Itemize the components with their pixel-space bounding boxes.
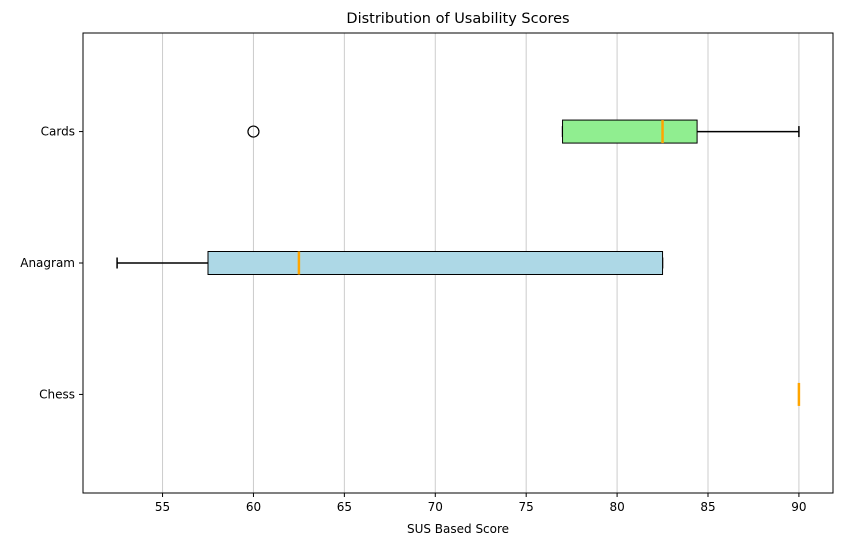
x-tick-label: 75 xyxy=(519,500,534,514)
outlier-point xyxy=(247,125,260,138)
box-iqr xyxy=(562,119,698,144)
y-tick-label: Anagram xyxy=(20,256,75,270)
box-group-cards xyxy=(247,119,800,144)
x-tick-label: 65 xyxy=(337,500,352,514)
y-axis: Chess Anagram Cards xyxy=(20,125,83,401)
x-tick-label: 80 xyxy=(609,500,624,514)
x-tick-label: 85 xyxy=(700,500,715,514)
box-group-anagram xyxy=(116,251,664,275)
x-tick-label: 60 xyxy=(246,500,261,514)
box-iqr xyxy=(207,251,664,275)
x-axis: 55 60 65 70 75 80 85 90 xyxy=(155,493,807,514)
x-axis-label: SUS Based Score xyxy=(407,522,509,536)
y-tick-label: Chess xyxy=(39,387,75,401)
x-tick-label: 70 xyxy=(428,500,443,514)
y-tick-label: Cards xyxy=(41,125,75,139)
x-tick-label: 55 xyxy=(155,500,170,514)
box-layer xyxy=(116,119,801,406)
chart-title: Distribution of Usability Scores xyxy=(346,11,569,27)
x-tick-label: 90 xyxy=(791,500,806,514)
